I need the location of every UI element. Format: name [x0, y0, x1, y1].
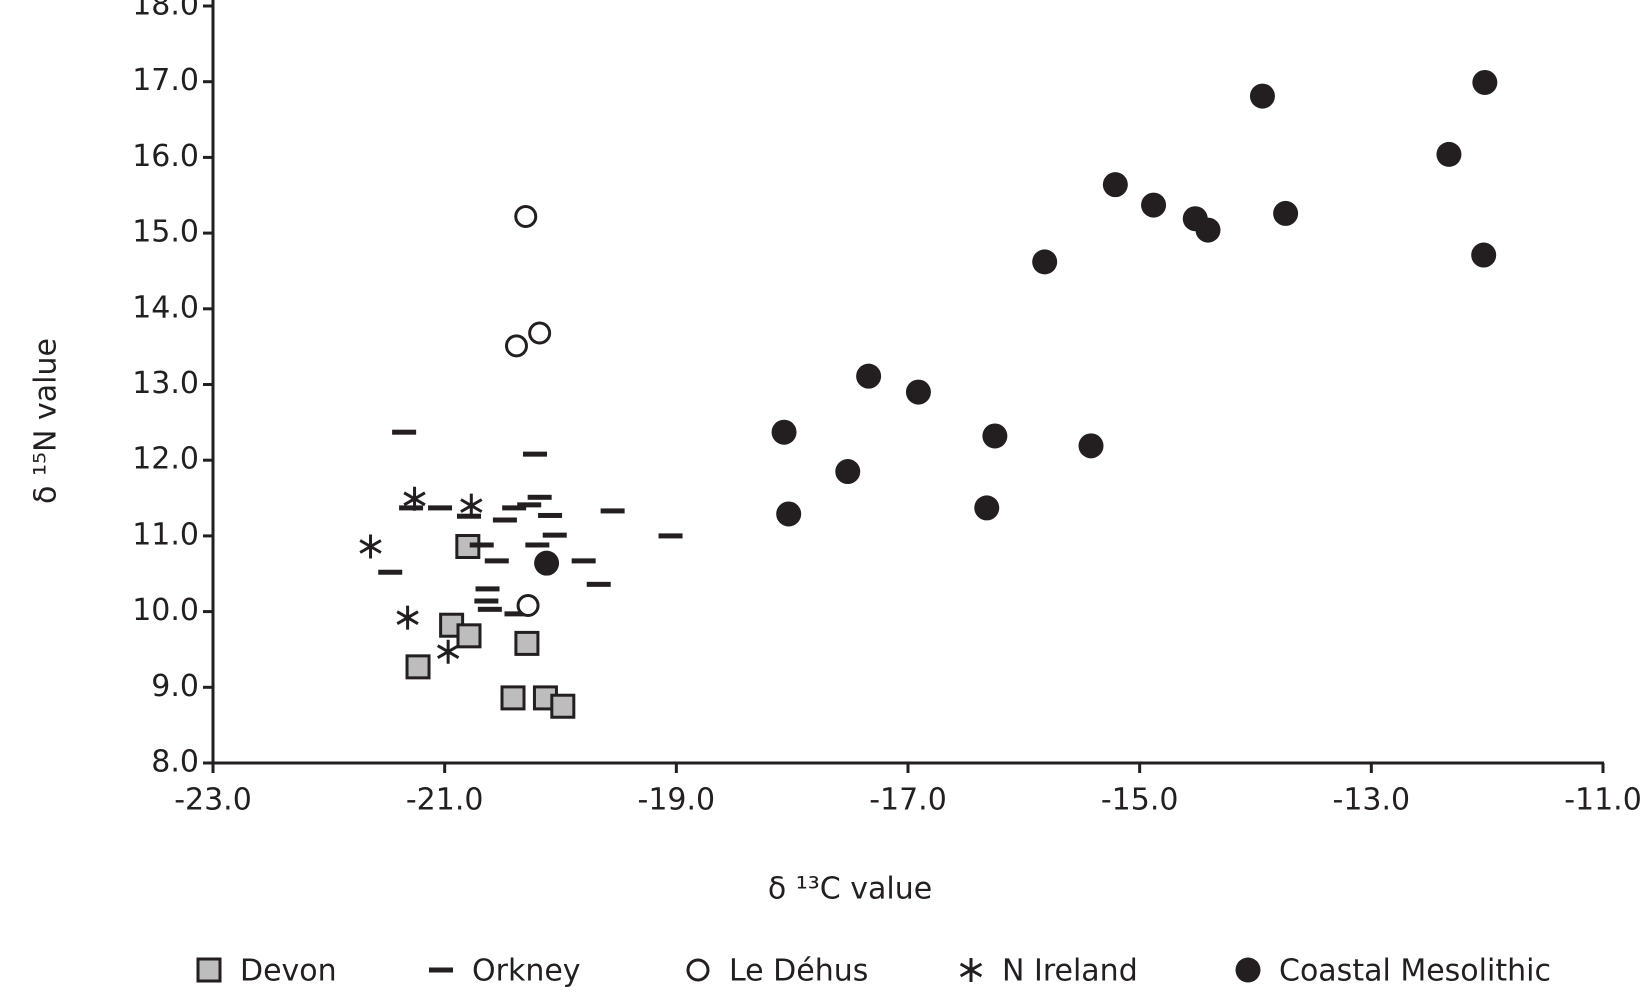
point — [856, 363, 882, 389]
point — [542, 532, 567, 538]
point — [502, 505, 527, 511]
x-axis-label: δ ¹³C value — [768, 872, 932, 907]
point — [776, 501, 802, 527]
legend-label: Devon — [240, 954, 337, 989]
point — [586, 581, 611, 587]
point — [399, 505, 424, 511]
legend-symbol — [959, 958, 983, 982]
point — [1032, 249, 1058, 275]
point — [405, 654, 431, 680]
point — [905, 379, 931, 405]
x-tick-label: -23.0 — [174, 783, 252, 818]
point — [1249, 83, 1275, 109]
point — [523, 451, 548, 457]
point — [396, 605, 419, 630]
legend-label: Orkney — [472, 954, 581, 989]
legend-label: Le Déhus — [729, 954, 868, 989]
point — [1102, 172, 1128, 198]
point — [550, 693, 576, 719]
point — [525, 542, 550, 548]
point — [974, 495, 1000, 521]
point — [403, 486, 426, 511]
point — [469, 542, 494, 548]
point — [484, 558, 509, 564]
point — [1436, 141, 1462, 167]
point — [475, 586, 500, 592]
legend-symbol — [429, 967, 453, 973]
point — [835, 459, 861, 485]
x-tick-label: -21.0 — [406, 783, 484, 818]
point — [1273, 200, 1299, 226]
point — [982, 423, 1008, 449]
point — [514, 204, 538, 228]
y-tick-label: 17.0 — [132, 63, 199, 98]
point — [504, 334, 528, 358]
point — [474, 598, 499, 604]
legend-symbol — [1235, 957, 1261, 983]
point — [392, 429, 417, 435]
y-tick-label: 16.0 — [132, 139, 199, 174]
point — [527, 494, 552, 500]
point — [504, 611, 529, 617]
y-tick-label: 9.0 — [151, 669, 199, 704]
point — [538, 512, 563, 518]
legend-label: Coastal Mesolithic — [1279, 954, 1551, 989]
point — [492, 517, 517, 523]
point — [428, 505, 453, 511]
point — [534, 550, 560, 576]
point — [571, 558, 596, 564]
y-tick-label: 10.0 — [132, 593, 199, 628]
x-tick-label: -15.0 — [1101, 783, 1179, 818]
point — [514, 630, 540, 656]
point — [359, 534, 382, 559]
legend-symbol — [196, 957, 222, 983]
point — [456, 513, 481, 519]
y-tick-label: 14.0 — [132, 290, 199, 325]
y-tick-label: 8.0 — [151, 745, 199, 780]
point — [658, 533, 683, 539]
x-tick-label: -17.0 — [869, 783, 947, 818]
point — [516, 594, 540, 618]
point — [1141, 192, 1167, 218]
point — [600, 508, 625, 514]
y-tick-label: 12.0 — [132, 442, 199, 477]
x-tick-label: -13.0 — [1333, 783, 1411, 818]
point — [477, 606, 502, 612]
y-tick-label: 11.0 — [132, 517, 199, 552]
legend-label: N Ireland — [1002, 954, 1138, 989]
y-tick-label: 18.0 — [132, 0, 199, 23]
point — [436, 639, 460, 664]
point — [1195, 217, 1221, 243]
x-tick-label: -11.0 — [1564, 783, 1642, 818]
point — [1472, 69, 1498, 95]
y-axis-label: δ ¹⁵N value — [29, 338, 64, 504]
point — [456, 623, 482, 649]
x-tick-label: -19.0 — [638, 783, 716, 818]
point — [1471, 242, 1497, 268]
point — [1078, 433, 1104, 459]
y-tick-label: 15.0 — [132, 215, 199, 250]
point — [528, 321, 552, 345]
point — [460, 493, 483, 518]
y-tick-label: 13.0 — [132, 366, 199, 401]
point — [517, 502, 542, 508]
legend-symbol — [686, 958, 710, 982]
point — [500, 685, 526, 711]
point — [378, 569, 403, 575]
point — [771, 419, 797, 445]
